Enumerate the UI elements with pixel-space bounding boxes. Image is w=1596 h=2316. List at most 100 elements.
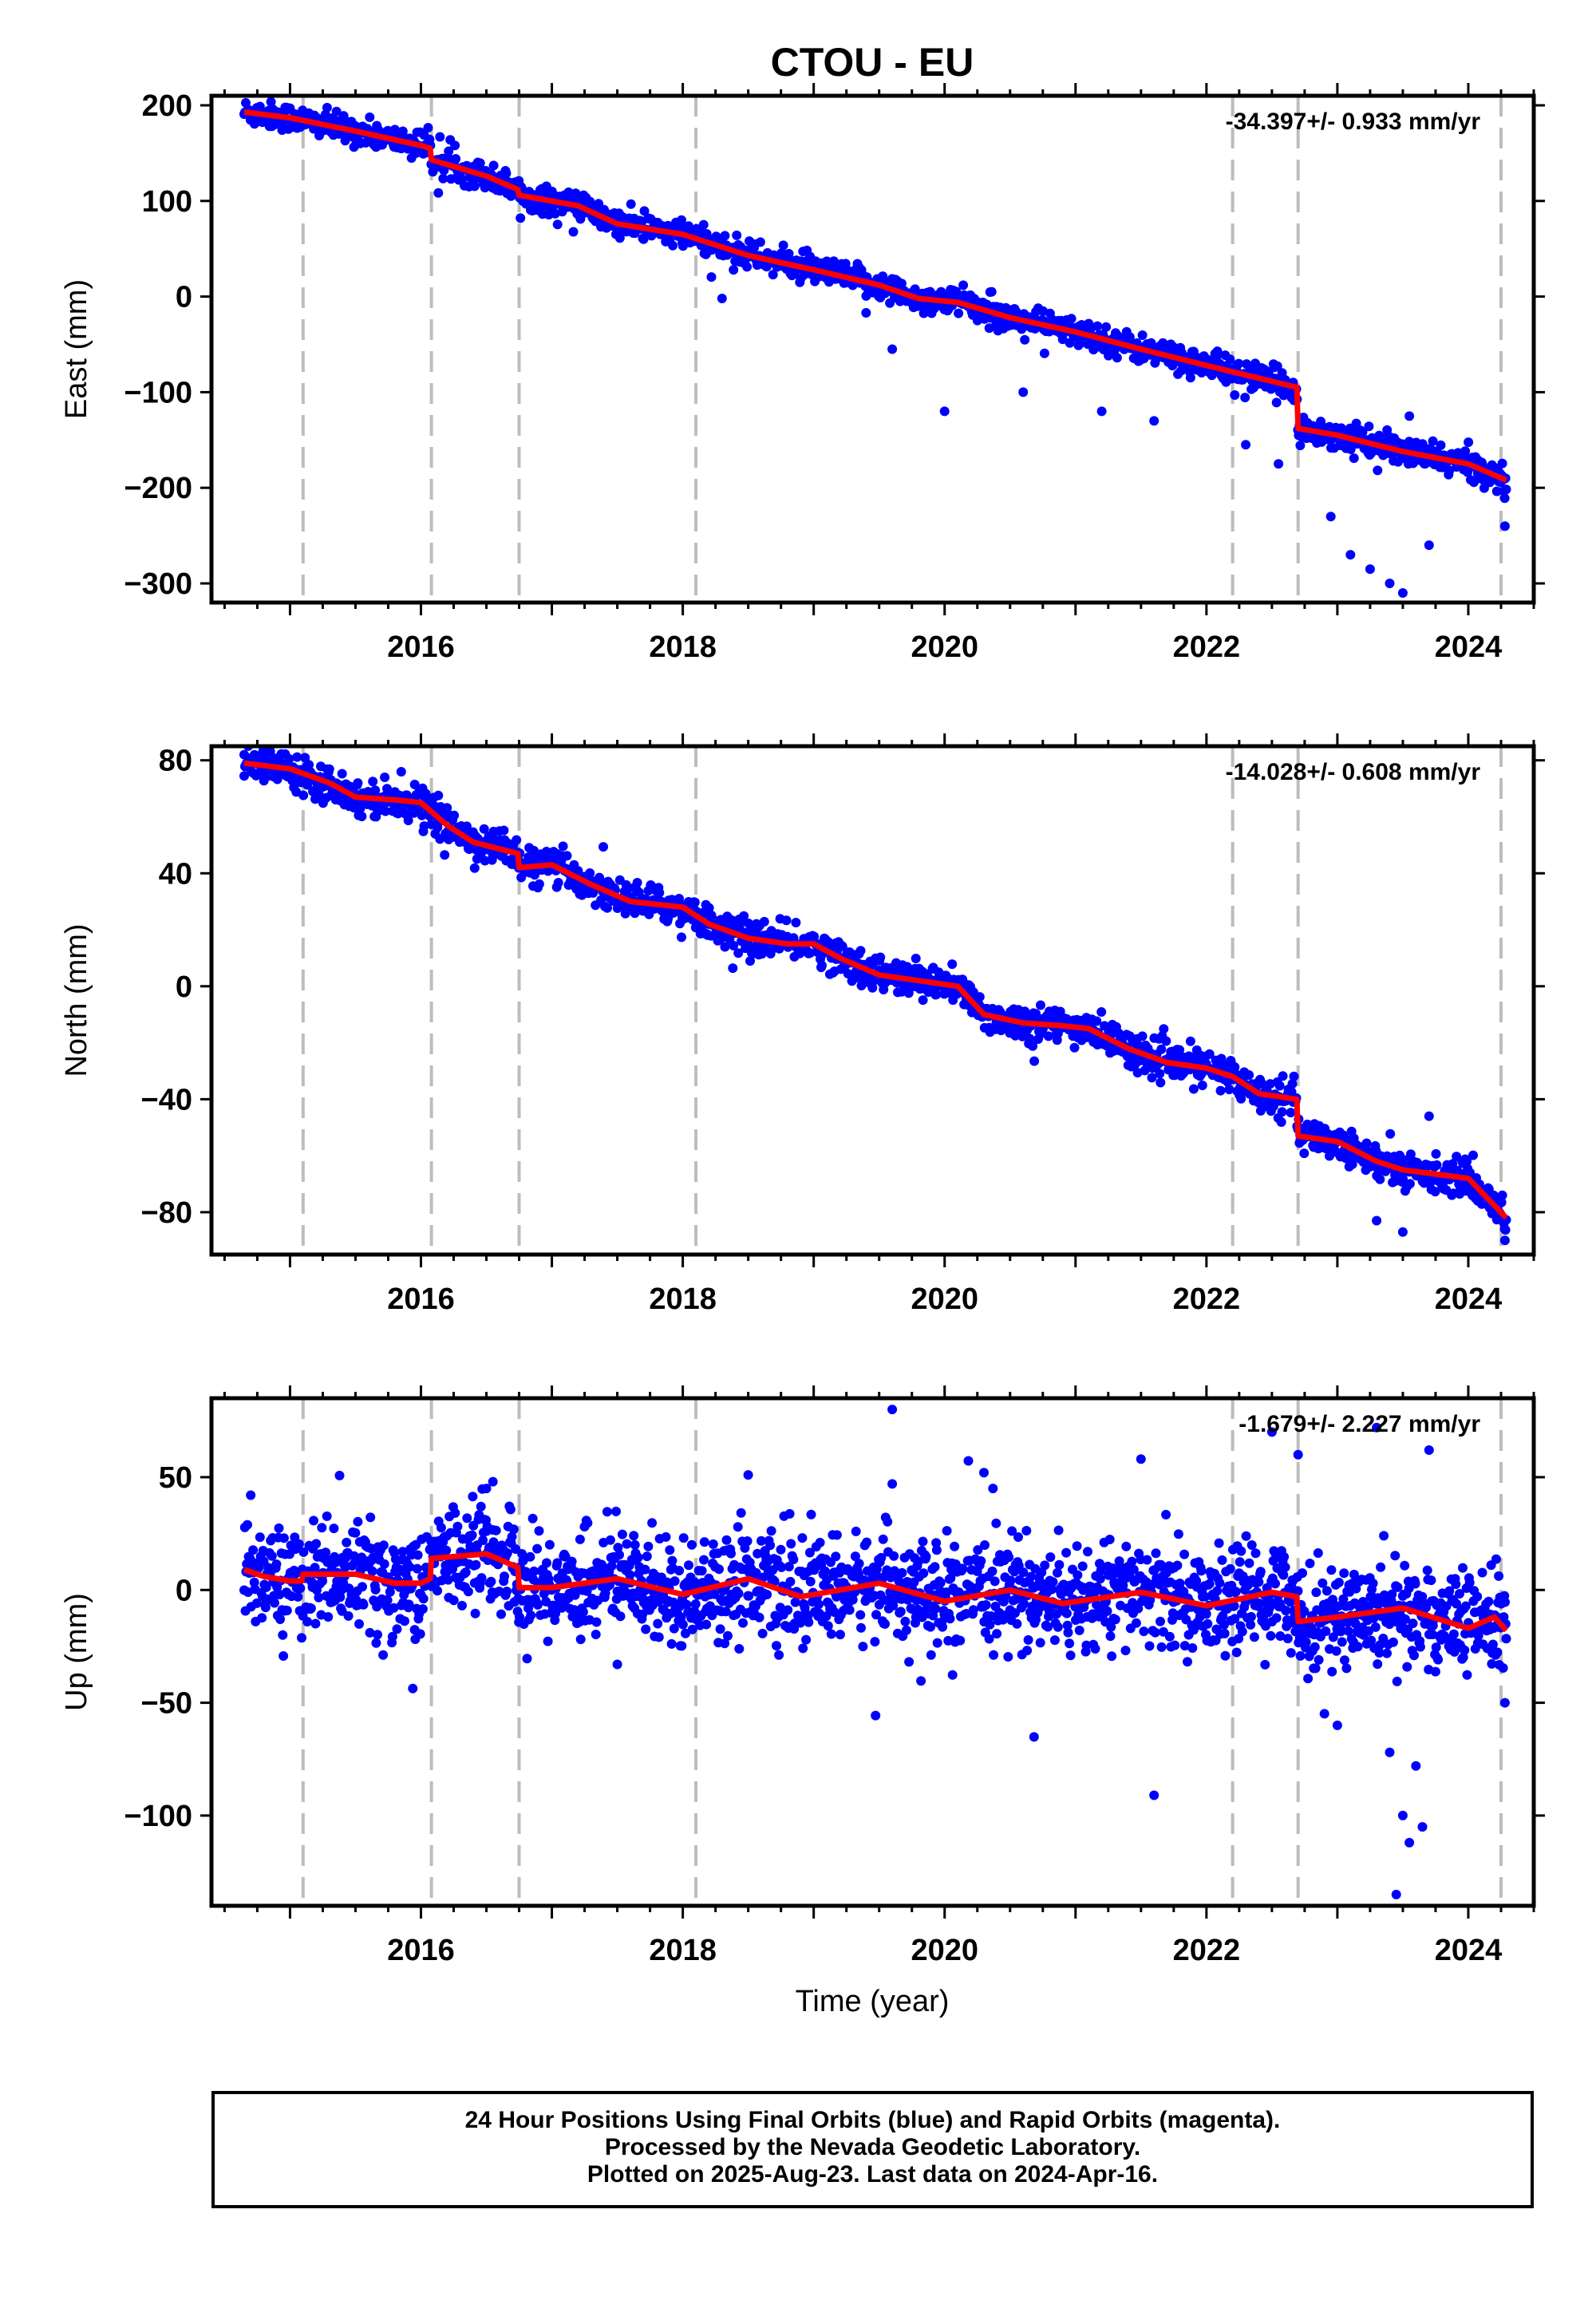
data-point (1424, 1111, 1434, 1121)
data-point (551, 1608, 561, 1618)
data-point (855, 1610, 866, 1620)
data-point (1057, 334, 1068, 345)
data-point (1040, 1560, 1050, 1571)
data-point (558, 841, 568, 852)
data-point (714, 1564, 724, 1575)
data-point (578, 1607, 588, 1617)
data-point (804, 1547, 815, 1558)
data-point (415, 1629, 425, 1639)
data-point (501, 168, 512, 179)
data-point (861, 308, 871, 318)
data-point (704, 903, 714, 913)
data-point (1142, 1555, 1152, 1565)
data-point (768, 270, 778, 280)
data-point (778, 240, 788, 251)
data-point (408, 1683, 418, 1694)
data-point (318, 1576, 328, 1586)
data-point (1175, 1045, 1185, 1055)
data-point (823, 937, 833, 947)
data-point (1019, 1599, 1029, 1609)
data-point (1373, 465, 1383, 476)
y-tick-label: −100 (124, 376, 192, 409)
data-point (343, 1611, 354, 1621)
data-point (687, 1624, 697, 1634)
data-point (1003, 1652, 1013, 1662)
data-point (1224, 1085, 1235, 1095)
data-point (367, 1566, 377, 1576)
data-point (668, 240, 678, 251)
data-point (279, 1533, 289, 1543)
data-point (322, 102, 332, 113)
data-point (871, 1710, 881, 1721)
data-point (575, 1634, 586, 1645)
data-point (1110, 1614, 1120, 1625)
data-point (720, 231, 730, 241)
data-point (757, 1535, 766, 1546)
data-point (602, 903, 612, 913)
data-point (1357, 427, 1368, 437)
data-point (947, 1670, 958, 1680)
y-tick-label: 0 (176, 281, 192, 314)
data-point (942, 1526, 952, 1536)
data-point (486, 1576, 496, 1587)
data-point (330, 1557, 341, 1567)
data-point (295, 1583, 306, 1594)
data-point (534, 879, 544, 889)
data-point (442, 803, 452, 813)
data-point (742, 262, 753, 272)
data-point (1161, 1509, 1171, 1520)
data-point (1102, 1606, 1112, 1616)
data-point (542, 1558, 551, 1568)
data-point (1036, 1000, 1045, 1010)
data-point (1204, 1579, 1215, 1589)
data-point (526, 1611, 536, 1621)
data-point (744, 1591, 754, 1601)
data-point (858, 1642, 868, 1652)
data-point (844, 1605, 855, 1615)
data-point (413, 1550, 423, 1560)
data-point (1096, 1565, 1106, 1575)
data-point (973, 1545, 983, 1555)
data-point (821, 1611, 832, 1622)
data-point (876, 1552, 887, 1563)
data-point (448, 1595, 459, 1606)
data-point (963, 1456, 974, 1466)
data-point (883, 1516, 893, 1527)
data-point (690, 1599, 701, 1609)
data-point (947, 959, 958, 970)
data-point (567, 1556, 577, 1567)
data-point (785, 1576, 796, 1587)
data-point (1468, 1150, 1478, 1160)
data-point (835, 1630, 845, 1640)
data-point (239, 749, 249, 760)
y-tick-label: 0 (176, 970, 192, 1004)
data-point (602, 1507, 612, 1517)
plot-area-north (239, 746, 1511, 1255)
data-point (322, 1511, 332, 1521)
data-point (1137, 1031, 1148, 1041)
data-point (525, 1551, 535, 1562)
data-point (677, 932, 686, 943)
data-point (522, 1654, 532, 1664)
data-point (754, 1612, 764, 1622)
data-point (882, 1565, 892, 1575)
data-point (1444, 465, 1455, 476)
data-point (674, 1566, 685, 1575)
data-point (1491, 486, 1502, 496)
data-point (918, 995, 928, 1006)
data-point (930, 1603, 941, 1614)
data-point (630, 1539, 640, 1550)
data-point (980, 1540, 990, 1550)
data-point (382, 1595, 393, 1606)
data-point (1499, 1235, 1510, 1246)
data-point (774, 1650, 784, 1660)
data-point (677, 215, 686, 225)
data-point (654, 887, 665, 898)
data-point (1215, 1085, 1226, 1096)
data-point (350, 1528, 361, 1538)
data-point (298, 1547, 309, 1557)
data-point (1372, 1215, 1382, 1226)
data-point (243, 1520, 252, 1530)
data-point (279, 1651, 289, 1661)
data-point (488, 160, 499, 171)
